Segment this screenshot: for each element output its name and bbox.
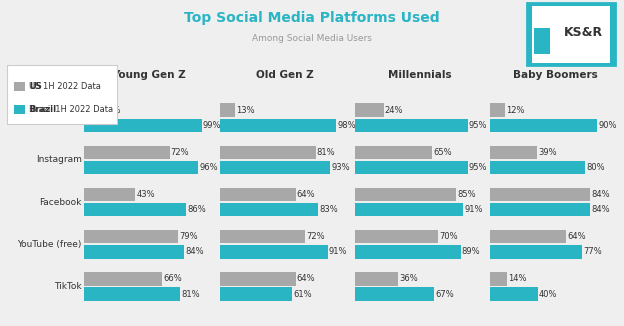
Text: 79%: 79%	[179, 232, 198, 241]
Text: KS&R: KS&R	[563, 26, 603, 39]
Bar	[220, 188, 296, 201]
Text: 70%: 70%	[439, 232, 458, 241]
Text: 84%: 84%	[592, 190, 610, 199]
Bar	[220, 287, 292, 301]
Bar	[220, 245, 328, 259]
Text: 64%: 64%	[568, 232, 586, 241]
Text: 96%: 96%	[199, 163, 218, 172]
Bar	[84, 146, 170, 159]
Bar	[355, 287, 434, 301]
Bar	[490, 230, 567, 244]
Bar	[220, 230, 305, 244]
Text: US 1H 2022 Data: US 1H 2022 Data	[29, 82, 101, 91]
Bar	[220, 103, 235, 117]
Text: 14%: 14%	[102, 106, 120, 115]
Text: 81%: 81%	[317, 148, 336, 157]
Bar	[84, 161, 198, 174]
Text: 67%: 67%	[436, 289, 454, 299]
Text: 24%: 24%	[384, 106, 403, 115]
Text: Among Social Media Users: Among Social Media Users	[252, 34, 372, 43]
Text: 85%: 85%	[457, 190, 475, 199]
Text: 91%: 91%	[464, 205, 482, 214]
Bar	[84, 188, 135, 201]
Bar	[84, 272, 162, 286]
Bar	[490, 272, 507, 286]
Bar	[220, 161, 330, 174]
Bar	[84, 119, 202, 132]
Text: Old Gen Z: Old Gen Z	[256, 70, 314, 80]
Text: 72%: 72%	[171, 148, 190, 157]
Bar	[355, 272, 397, 286]
Text: 98%: 98%	[337, 121, 356, 130]
Text: Instagram: Instagram	[36, 156, 82, 164]
Text: 91%: 91%	[329, 247, 347, 257]
Bar	[84, 287, 180, 301]
Text: 90%: 90%	[598, 121, 617, 130]
Text: Brazil: Brazil	[29, 105, 56, 114]
Text: Gen X &
Baby Boomers: Gen X & Baby Boomers	[514, 58, 598, 80]
Text: 83%: 83%	[319, 205, 338, 214]
Text: Brazil 1H 2022 Data: Brazil 1H 2022 Data	[29, 105, 114, 114]
Bar	[490, 146, 537, 159]
Text: 64%: 64%	[297, 190, 315, 199]
Text: 95%: 95%	[469, 163, 487, 172]
Text: 39%: 39%	[538, 148, 557, 157]
Bar	[220, 203, 318, 216]
Bar	[355, 161, 467, 174]
Text: YouTube (free): YouTube (free)	[17, 240, 82, 249]
Bar	[355, 103, 384, 117]
Bar	[490, 245, 582, 259]
Bar	[490, 203, 590, 216]
Bar	[220, 146, 316, 159]
Bar	[84, 203, 186, 216]
Bar	[490, 103, 505, 117]
Bar	[355, 146, 432, 159]
Text: 36%: 36%	[399, 274, 417, 283]
Bar	[220, 272, 296, 286]
Text: 93%: 93%	[331, 163, 349, 172]
Bar	[490, 161, 585, 174]
Text: 86%: 86%	[187, 205, 206, 214]
Text: 99%: 99%	[203, 121, 222, 130]
Text: Millennials: Millennials	[389, 70, 452, 80]
Text: 40%: 40%	[539, 289, 558, 299]
Bar	[355, 203, 463, 216]
Bar	[355, 119, 467, 132]
Text: 81%: 81%	[182, 289, 200, 299]
Text: 66%: 66%	[163, 274, 182, 283]
Text: 43%: 43%	[137, 190, 155, 199]
Bar	[490, 119, 597, 132]
Text: 89%: 89%	[462, 247, 480, 257]
Text: Top Social Media Platforms Used: Top Social Media Platforms Used	[184, 11, 440, 25]
Text: 14%: 14%	[508, 274, 527, 283]
Text: Young Gen Z: Young Gen Z	[112, 70, 187, 80]
Bar	[490, 287, 538, 301]
Bar	[355, 188, 456, 201]
Text: 80%: 80%	[587, 163, 605, 172]
Bar	[355, 230, 438, 244]
Bar	[220, 119, 336, 132]
Text: TikTok: TikTok	[54, 282, 82, 291]
Bar	[84, 245, 184, 259]
Text: 95%: 95%	[469, 121, 487, 130]
Text: 84%: 84%	[185, 247, 203, 257]
Text: Facebook: Facebook	[39, 198, 82, 207]
Bar	[84, 230, 178, 244]
Bar	[355, 245, 461, 259]
Text: 12%: 12%	[506, 106, 524, 115]
Text: 72%: 72%	[306, 232, 325, 241]
Bar	[490, 188, 590, 201]
Text: 61%: 61%	[293, 289, 312, 299]
Text: WhatsApp: WhatsApp	[36, 113, 82, 122]
Text: 84%: 84%	[592, 205, 610, 214]
Text: 65%: 65%	[433, 148, 452, 157]
Bar	[84, 103, 101, 117]
Text: 77%: 77%	[583, 247, 602, 257]
Text: 13%: 13%	[236, 106, 255, 115]
Text: 64%: 64%	[297, 274, 315, 283]
Text: US: US	[29, 82, 42, 91]
